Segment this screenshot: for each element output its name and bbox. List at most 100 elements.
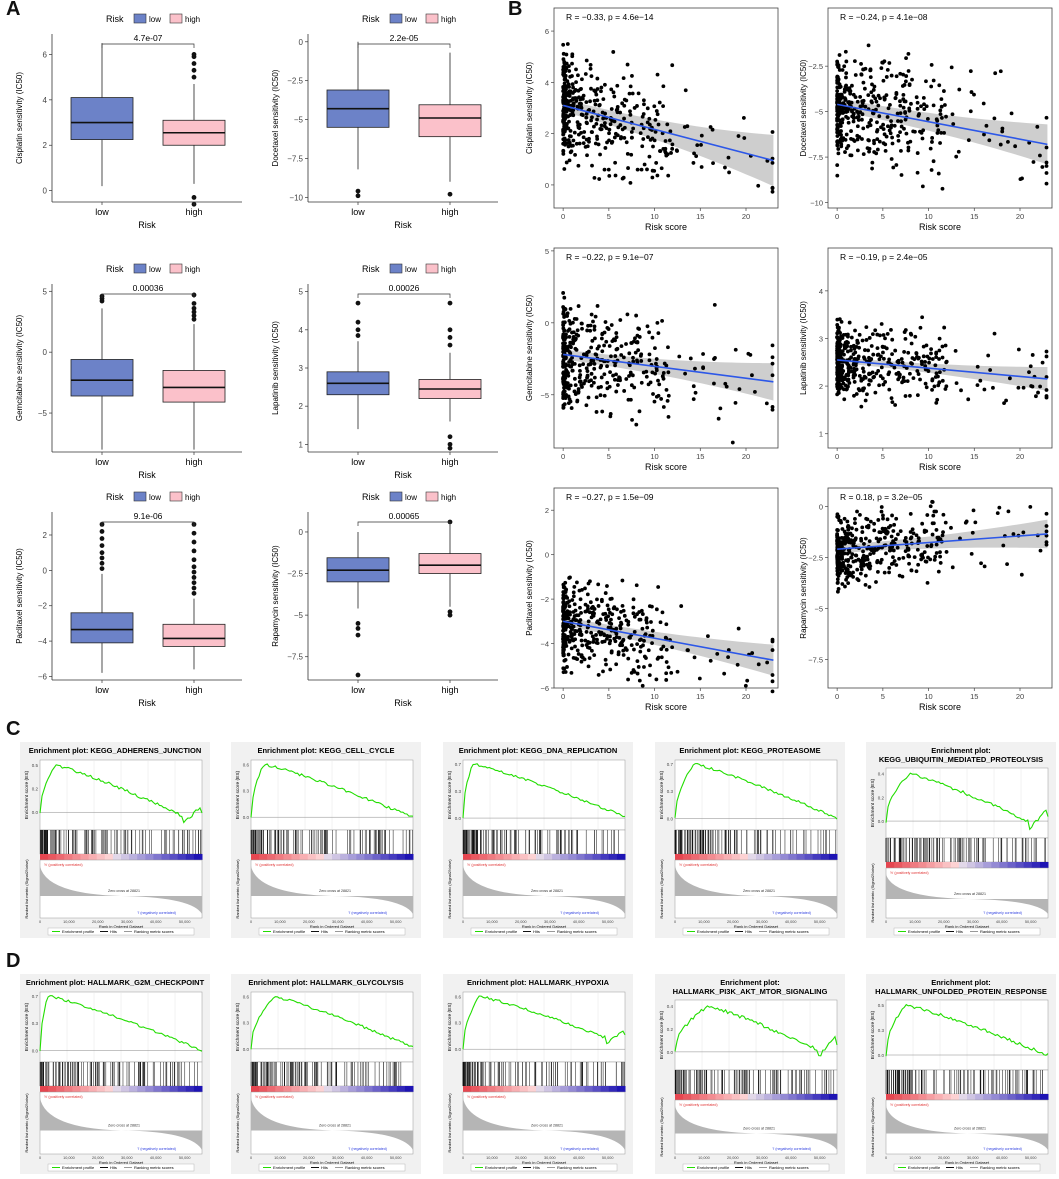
boxplot-paclitaxel: Risk low high 2 0 −2 −4 −6 Paclitaxel sensitivit… [10,484,250,716]
data-point [901,72,906,77]
data-point [891,529,896,533]
hit-marks [250,1062,402,1086]
data-point [835,354,840,359]
data-point [579,611,583,615]
data-point [867,539,872,544]
data-point [893,403,898,407]
data-point [881,516,885,521]
data-point [591,380,596,385]
x-tick-label: 15 [970,212,978,221]
metric-axis-label: Ranked list metric (Signal2Noise) [24,859,29,919]
data-point [562,77,567,82]
data-point [708,658,713,663]
data-point [653,129,658,134]
data-point [694,154,699,159]
data-point [915,106,920,111]
data-point [565,624,570,629]
data-point [647,358,652,363]
data-point [626,656,631,661]
data-point [908,530,913,534]
legend-swatch-high [425,491,439,502]
data-point [654,361,658,366]
data-point [602,124,607,129]
data-point [886,106,891,111]
data-point [847,572,852,577]
data-point [656,378,660,383]
data-point [880,60,885,65]
legend-label-high: high [441,265,456,274]
data-point [571,96,576,101]
data-point [982,564,987,569]
data-point [592,88,597,93]
data-point [889,396,894,401]
data-point [881,382,886,387]
enrichment-curve [250,763,414,818]
enrichment-curve [462,763,626,819]
data-point [582,657,587,662]
data-point [588,361,593,366]
rank-color-segment [820,1094,830,1100]
data-point [909,568,914,573]
data-point [1018,177,1023,182]
data-point [981,101,986,106]
rank-color-segment [145,1086,154,1092]
data-point [892,559,897,563]
data-point [937,348,942,353]
positive-label: 'h' (positively correlated) [44,863,83,867]
data-point [619,609,623,614]
p-value-label: 9.1e-06 [134,511,163,521]
data-point [650,633,655,638]
data-point [567,334,572,339]
rank-color-segment [756,1094,765,1100]
zero-cross-label: Zero cross at 28821 [743,889,775,893]
data-point [935,118,940,123]
y-tick-label: 0 [299,528,304,537]
data-point [880,376,885,381]
data-point [890,337,895,342]
scatter-points [561,291,775,445]
data-point [1004,398,1008,403]
data-point [911,531,916,536]
data-point [561,358,566,363]
data-point [566,401,571,406]
data-point [859,404,864,409]
x-tick-label: 10 [924,692,932,701]
x-tick-label: 15 [696,452,704,461]
gsea-legend-box [258,1163,406,1172]
rank-color-segment [161,1086,171,1092]
data-point [914,95,919,100]
data-point [661,644,666,649]
data-point [899,357,904,361]
data-point [562,117,566,122]
data-point [581,141,586,146]
es-tick-label: 0.6 [243,994,250,999]
legend-profile-label: Enrichment profile [273,929,306,934]
data-point [562,136,567,141]
data-point [571,138,576,143]
data-point [710,127,715,132]
rank-color-segment [942,862,952,868]
data-point [619,620,623,625]
data-point [942,325,947,330]
rank-color-segment [958,862,968,868]
data-point [846,366,851,371]
data-point [884,75,889,79]
rank-color-segment [975,1094,984,1100]
data-point [586,349,591,354]
data-point [664,678,669,682]
data-point [565,595,570,600]
legend-swatch-high [425,13,439,24]
data-point [650,335,655,340]
data-point [842,516,847,521]
data-point [588,328,593,333]
data-point [574,332,579,337]
enrichment-curve [250,996,414,1050]
data-point [621,653,626,657]
data-point [627,635,632,640]
data-point [869,90,874,95]
data-point [1009,111,1014,116]
data-point [561,306,566,311]
data-point [835,367,840,372]
data-point [859,62,863,66]
gsea-svg: Enrichment plot:KEGG_UBIQUITIN_MEDIATED_… [870,746,1049,936]
